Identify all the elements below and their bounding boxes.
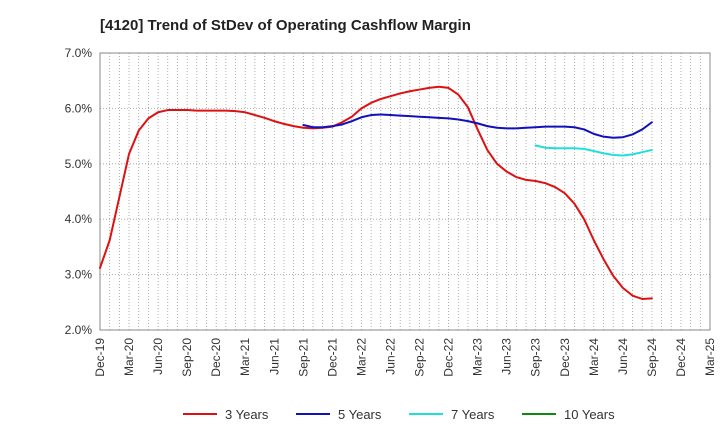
series-lines <box>99 85 653 300</box>
chart-title: [4120] Trend of StDev of Operating Cashf… <box>100 17 471 34</box>
x-tick-labels: Dec-19 Mar-20 Jun-20 Sep-20 Dec-20 Mar-21 Jun-… <box>93 338 717 377</box>
legend-label: 10 Years <box>564 407 615 422</box>
axes <box>99 52 711 331</box>
x-tick-label: Sep-20 <box>180 338 194 377</box>
series-line-7-years <box>534 144 653 157</box>
x-tick-label: Mar-22 <box>354 338 368 376</box>
x-tick-label: Jun-23 <box>500 338 514 375</box>
legend: 3 Years 5 Years 7 Years 10 Years <box>183 407 615 422</box>
x-tick-label: Jun-24 <box>616 338 630 375</box>
y-tick-label: 2.0% <box>65 323 93 337</box>
y-tick-label: 6.0% <box>65 101 93 115</box>
legend-label: 7 Years <box>451 407 495 422</box>
x-tick-label: Dec-19 <box>93 338 107 377</box>
x-tick-label: Mar-25 <box>703 338 717 376</box>
grid-lines <box>100 53 710 330</box>
x-tick-label: Sep-23 <box>529 338 543 377</box>
x-tick-label: Mar-21 <box>238 338 252 376</box>
x-tick-label: Dec-23 <box>558 338 572 377</box>
x-tick-label: Dec-21 <box>325 338 339 377</box>
x-tick-label: Sep-21 <box>296 338 310 377</box>
x-tick-label: Mar-24 <box>587 338 601 376</box>
series-line-3-years <box>99 85 653 300</box>
x-tick-label: Dec-20 <box>209 338 223 377</box>
x-tick-label: Mar-23 <box>471 338 485 376</box>
x-tick-label: Mar-20 <box>122 338 136 376</box>
legend-label: 5 Years <box>338 407 382 422</box>
y-tick-label: 4.0% <box>65 212 93 226</box>
x-tick-label: Sep-24 <box>645 338 659 377</box>
x-tick-label: Jun-21 <box>267 338 281 375</box>
x-tick-label: Jun-22 <box>383 338 397 375</box>
y-tick-label: 3.0% <box>65 268 93 282</box>
legend-label: 3 Years <box>225 407 269 422</box>
x-tick-label: Sep-22 <box>413 338 427 377</box>
x-tick-label: Dec-22 <box>442 338 456 377</box>
x-tick-label: Dec-24 <box>674 338 688 377</box>
y-tick-label: 5.0% <box>65 157 93 171</box>
plot-frame <box>99 52 711 331</box>
y-tick-label: 7.0% <box>65 46 93 60</box>
y-tick-labels: 2.0% 3.0% 4.0% 5.0% 6.0% 7.0% <box>65 46 93 337</box>
x-tick-label: Jun-20 <box>151 338 165 375</box>
series-line-5-years <box>302 113 653 139</box>
